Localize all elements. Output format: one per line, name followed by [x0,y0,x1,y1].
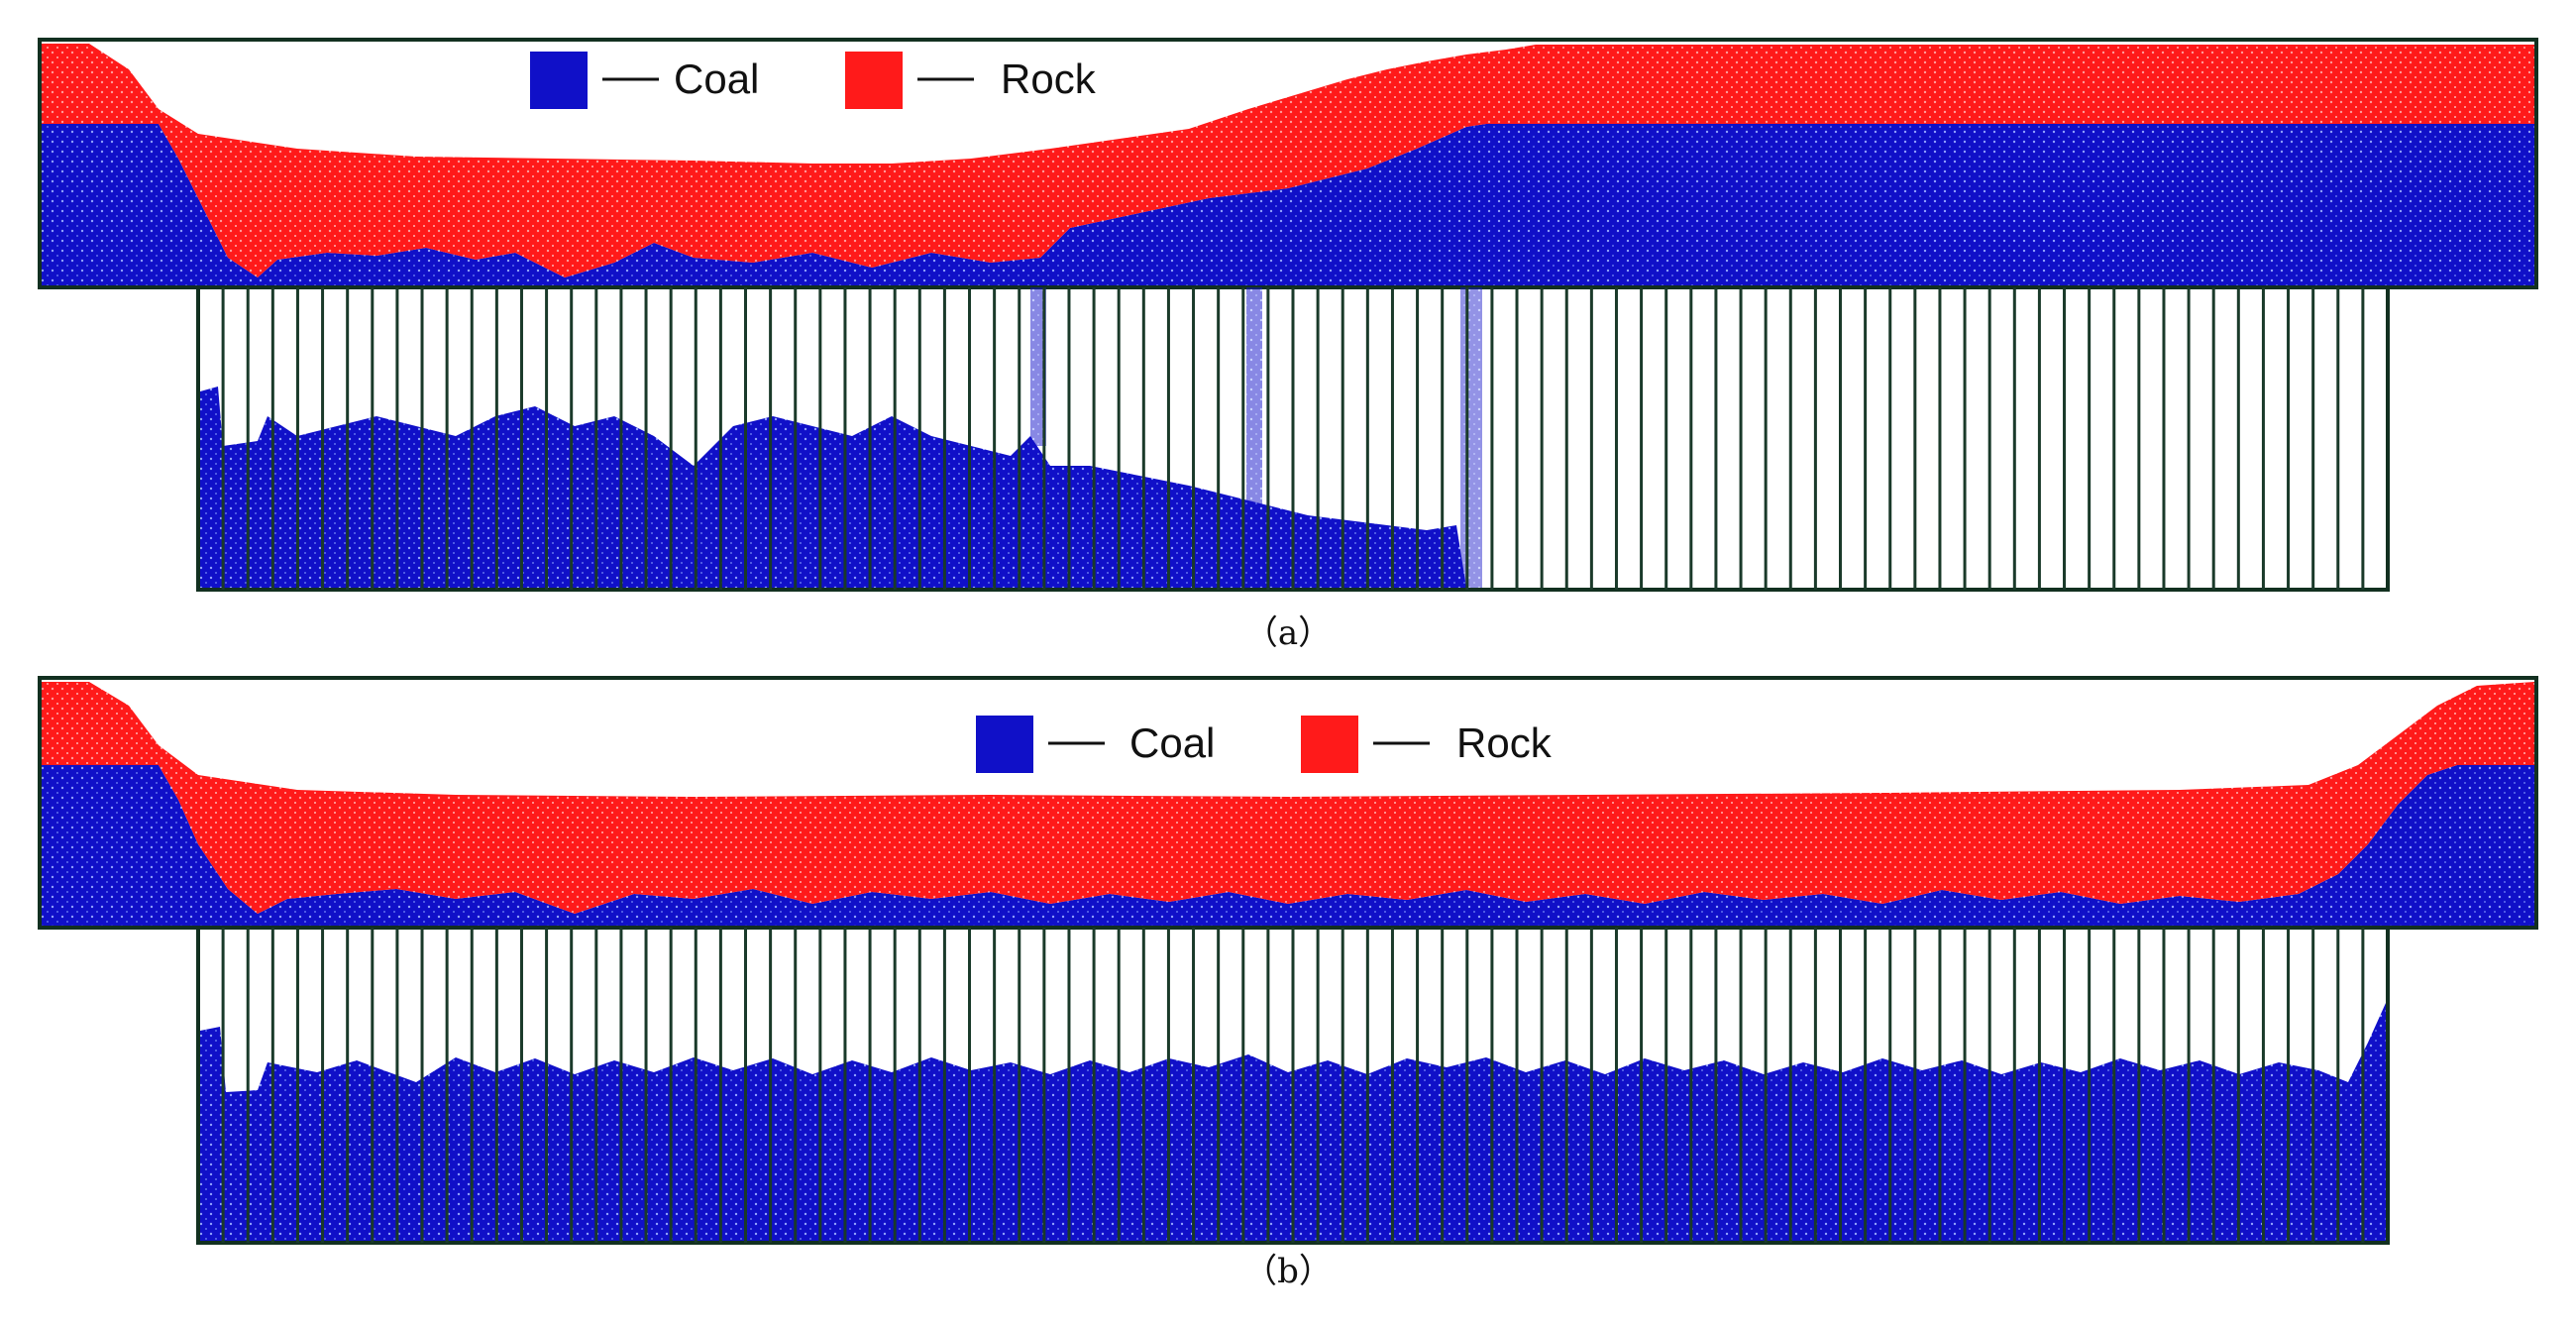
rock-layer [42,44,2534,277]
coal-swatch [530,52,588,109]
caption-b: （b） [1243,1252,1333,1291]
rock-label: Rock [1001,55,1097,102]
particle-stream-1 [1030,287,1046,446]
coal-swatch [976,716,1033,773]
rock-swatch [1301,716,1358,773]
particle-stream-2 [1246,287,1262,525]
coal-label: Coal [674,55,759,102]
rock-swatch [845,52,903,109]
chute-dividers [221,928,2365,1243]
rock-label: Rock [1456,719,1553,766]
caption-a: （a） [1244,613,1332,653]
rock-layer [42,682,2534,914]
panel-a: Coal Rock （a） [0,0,2576,654]
panel-a-diagram: Coal Rock （a） [38,38,2538,653]
drawn-coal [200,387,1466,588]
particle-stream-3 [1460,287,1482,588]
coal-layer [42,124,2534,285]
panel-b: Coal Rock （b） [0,666,2576,1326]
coal-layer [42,765,2534,926]
panel-b-diagram: Coal Rock （b） [38,676,2538,1291]
coal-label: Coal [1129,719,1215,766]
chute-dividers [221,287,2365,590]
